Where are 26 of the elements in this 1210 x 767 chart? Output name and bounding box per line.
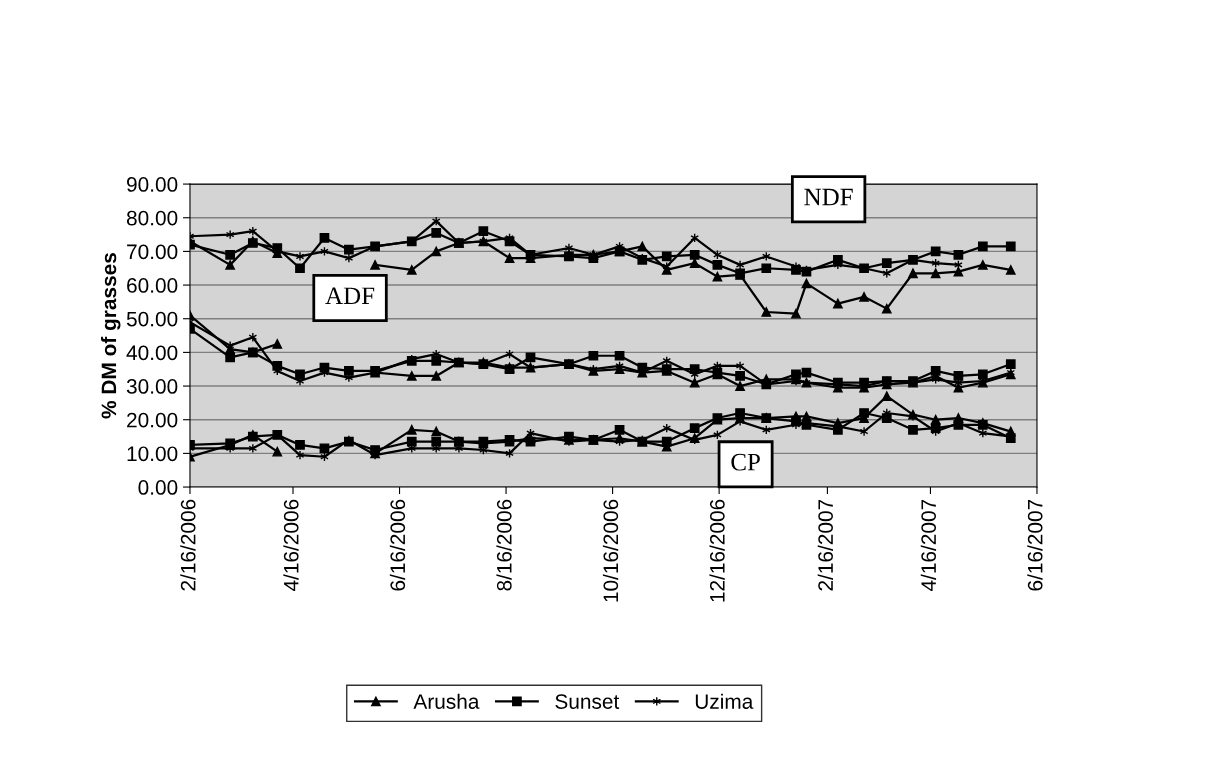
y-tick-label: 0.00 [138,480,178,495]
y-tick-label: 20.00 [127,412,178,428]
y-tick-label: 50.00 [126,311,178,327]
x-tick-label: 10/16/2006 [602,499,619,602]
y-tick-label: 60.00 [127,278,178,293]
x-tick-label: 12/16/2006 [709,499,725,602]
y-tick-label: 90.00 [127,177,178,192]
y-tick-label: 40.00 [126,345,178,361]
y-tick-label: 80.00 [126,210,178,226]
annotation: ADF [325,287,375,305]
y-tick-label: 70.00 [127,244,178,260]
x-tick-label: 2/16/2007 [817,499,833,591]
y-tick-label: 10.00 [127,446,178,462]
y-tick-label: 30.00 [126,379,178,394]
x-tick-label: 6/16/2007 [1027,499,1043,591]
x-tick-label: 4/16/2006 [283,499,299,592]
x-tick-label: 4/16/2007 [920,499,937,592]
y-axis-title: % DM of grasses [100,253,121,419]
annotation: CP [731,453,760,471]
legend-label: Arusha [413,693,480,709]
legend-label: Sunset [555,694,620,709]
x-tick-label: 2/16/2006 [180,499,196,591]
x-tick-label: 8/16/2006 [496,499,512,591]
annotation: NDF [804,188,853,206]
x-tick-label: 6/16/2006 [389,499,406,591]
legend-label: Uzima [695,693,754,709]
